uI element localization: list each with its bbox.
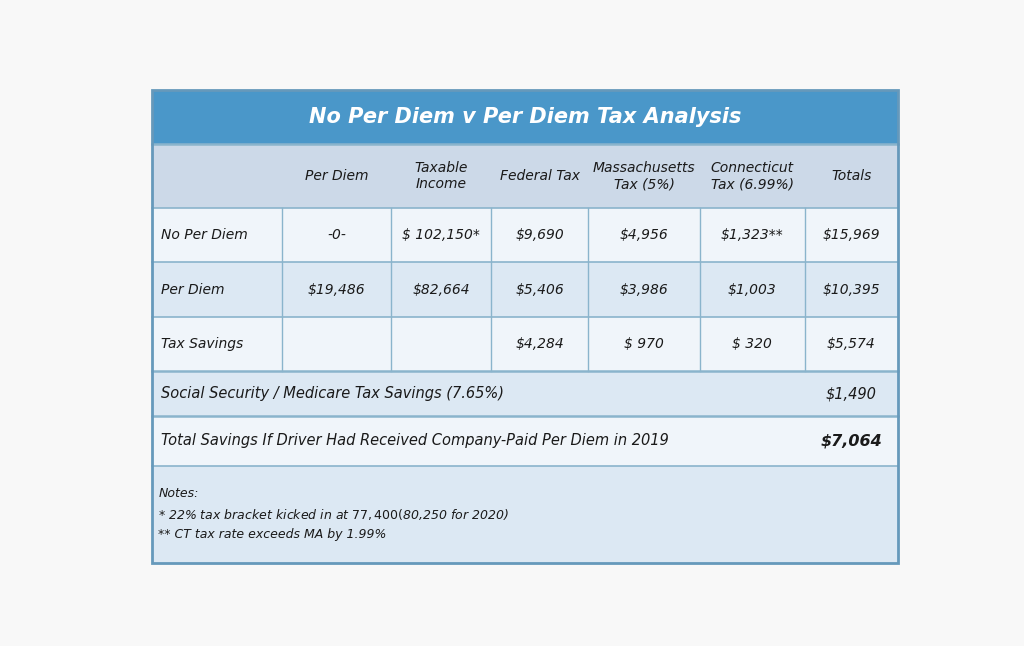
Text: $4,284: $4,284 xyxy=(515,337,564,351)
Text: $3,986: $3,986 xyxy=(620,282,669,297)
Text: Connecticut
Tax (6.99%): Connecticut Tax (6.99%) xyxy=(711,161,794,191)
Text: Federal Tax: Federal Tax xyxy=(500,169,580,183)
Text: $4,956: $4,956 xyxy=(620,228,669,242)
Text: No Per Diem: No Per Diem xyxy=(162,228,248,242)
Bar xyxy=(152,466,898,563)
Bar xyxy=(152,144,898,208)
Text: $82,664: $82,664 xyxy=(412,282,470,297)
Bar xyxy=(152,262,898,317)
Text: Totals: Totals xyxy=(831,169,871,183)
Text: $1,003: $1,003 xyxy=(728,282,776,297)
Text: Social Security / Medicare Tax Savings (7.65%): Social Security / Medicare Tax Savings (… xyxy=(162,386,505,401)
Text: $ 320: $ 320 xyxy=(732,337,772,351)
Text: Taxable
Income: Taxable Income xyxy=(414,161,468,191)
Text: $5,406: $5,406 xyxy=(515,282,564,297)
Text: $1,490: $1,490 xyxy=(825,386,877,401)
Bar xyxy=(152,208,898,262)
Text: Per Diem: Per Diem xyxy=(162,282,225,297)
Bar xyxy=(152,317,898,371)
Text: $10,395: $10,395 xyxy=(822,282,880,297)
Text: $7,064: $7,064 xyxy=(820,433,882,448)
Text: $ 970: $ 970 xyxy=(625,337,665,351)
Text: $15,969: $15,969 xyxy=(822,228,880,242)
Bar xyxy=(152,90,898,144)
Text: $1,323**: $1,323** xyxy=(721,228,783,242)
Text: Total Savings If Driver Had Received Company-Paid Per Diem in 2019: Total Savings If Driver Had Received Com… xyxy=(162,433,669,448)
Text: No Per Diem v Per Diem Tax Analysis: No Per Diem v Per Diem Tax Analysis xyxy=(308,107,741,127)
Bar xyxy=(152,371,898,416)
Text: $19,486: $19,486 xyxy=(307,282,366,297)
Text: $ 102,150*: $ 102,150* xyxy=(402,228,480,242)
Text: Tax Savings: Tax Savings xyxy=(162,337,244,351)
Text: $5,574: $5,574 xyxy=(826,337,876,351)
Text: Notes:
* 22% tax bracket kicked in at $77,400 ($80,250 for 2020)
** CT tax rate : Notes: * 22% tax bracket kicked in at $7… xyxy=(158,487,509,541)
Text: -0-: -0- xyxy=(327,228,346,242)
Text: Per Diem: Per Diem xyxy=(305,169,369,183)
Text: $9,690: $9,690 xyxy=(515,228,564,242)
Bar xyxy=(152,416,898,466)
Text: Massachusetts
Tax (5%): Massachusetts Tax (5%) xyxy=(593,161,695,191)
